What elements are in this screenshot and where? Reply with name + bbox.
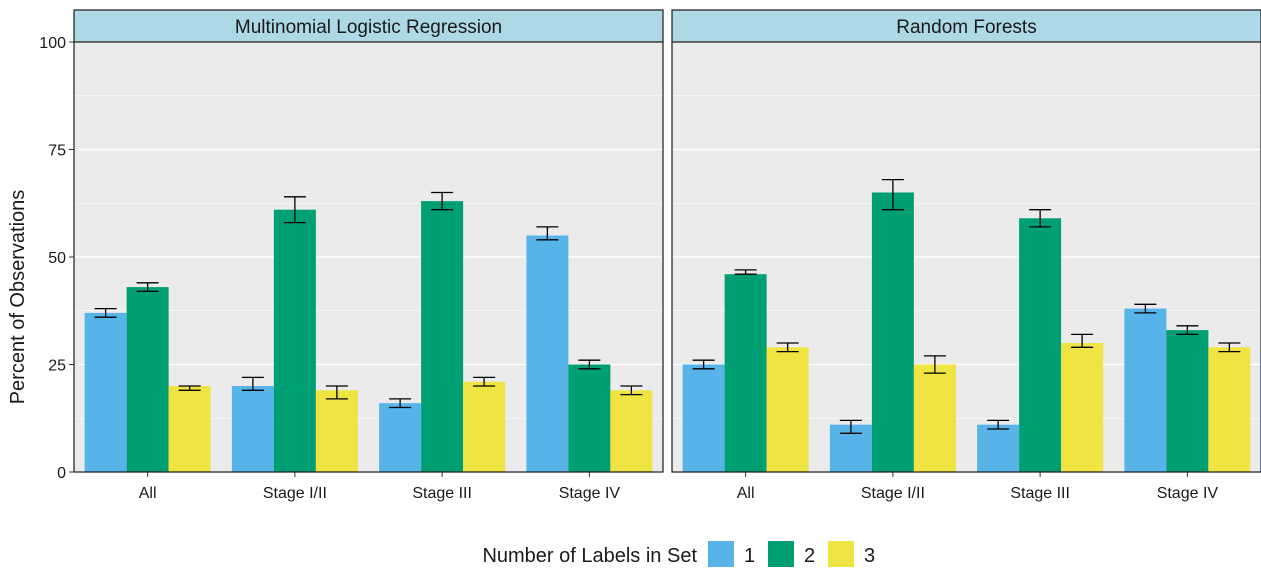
bar-stage-i-ii-series-1 bbox=[231, 386, 274, 472]
bar-stage-i-ii-series-2 bbox=[871, 192, 914, 472]
y-tick-label: 50 bbox=[48, 250, 66, 267]
panel-strip bbox=[671, 9, 1261, 43]
bar-stage-iv-series-1 bbox=[526, 235, 569, 472]
legend-key-2 bbox=[768, 541, 794, 567]
bar-stage-i-ii-series-2 bbox=[273, 209, 316, 472]
bar-stage-iii-series-3 bbox=[1061, 343, 1104, 472]
y-tick-label: 0 bbox=[57, 465, 66, 482]
y-tick-label: 25 bbox=[48, 358, 66, 375]
legend-label-2: 2 bbox=[804, 545, 815, 567]
panel-title: Random Forests bbox=[896, 17, 1036, 38]
legend: Number of Labels in Set 1 2 3 bbox=[482, 541, 875, 567]
panel-title: Multinomial Logistic Regression bbox=[235, 17, 502, 38]
y-tick-label: 100 bbox=[39, 35, 66, 52]
bar-all-series-3 bbox=[168, 386, 211, 472]
bar-all-series-1 bbox=[84, 312, 127, 472]
bar-stage-iii-series-1 bbox=[379, 403, 422, 472]
bar-stage-iv-series-2 bbox=[568, 364, 611, 472]
bar-stage-iii-series-2 bbox=[421, 201, 464, 472]
bar-stage-iii-series-2 bbox=[1019, 218, 1062, 472]
bar-stage-i-ii-series-3 bbox=[913, 364, 956, 472]
bar-stage-iv-series-1 bbox=[1124, 308, 1167, 472]
panel-border bbox=[671, 41, 1261, 473]
y-tick-label: 75 bbox=[48, 143, 66, 160]
bar-stage-iii-series-3 bbox=[463, 381, 506, 472]
x-tick-label: Stage III bbox=[412, 485, 472, 502]
panel-border bbox=[73, 41, 664, 473]
bar-all-series-2 bbox=[724, 274, 767, 472]
x-tick-label: All bbox=[139, 485, 157, 502]
legend-key-1 bbox=[708, 541, 734, 567]
x-tick-label: Stage IV bbox=[559, 485, 621, 502]
legend-key-3 bbox=[828, 541, 854, 567]
panel-2: Random Forests All Stage I/II Stage III Stag… bbox=[671, 9, 1261, 502]
bar-all-series-3 bbox=[766, 347, 809, 472]
x-tick-label: Stage IV bbox=[1157, 485, 1219, 502]
x-tick-label: Stage I/II bbox=[861, 485, 925, 502]
bar-stage-iv-series-2 bbox=[1166, 330, 1209, 472]
bar-stage-i-ii-series-3 bbox=[315, 390, 358, 472]
bar-stage-iii-series-1 bbox=[977, 424, 1020, 472]
panel-1: Multinomial Logistic Regression All Stage … bbox=[73, 9, 664, 502]
x-tick-label: All bbox=[737, 485, 755, 502]
bar-all-series-2 bbox=[126, 287, 169, 472]
panel-strip bbox=[73, 9, 664, 43]
bar-stage-iv-series-3 bbox=[610, 390, 653, 472]
x-tick-label: Stage I/II bbox=[263, 485, 327, 502]
y-axis-title: Percent of Observations bbox=[7, 190, 29, 405]
bar-stage-iv-series-3 bbox=[1208, 347, 1251, 472]
bar-all-series-1 bbox=[682, 364, 725, 472]
legend-label-3: 3 bbox=[864, 545, 875, 567]
legend-label-1: 1 bbox=[744, 545, 755, 567]
legend-title: Number of Labels in Set bbox=[482, 545, 697, 567]
x-tick-label: Stage III bbox=[1010, 485, 1070, 502]
